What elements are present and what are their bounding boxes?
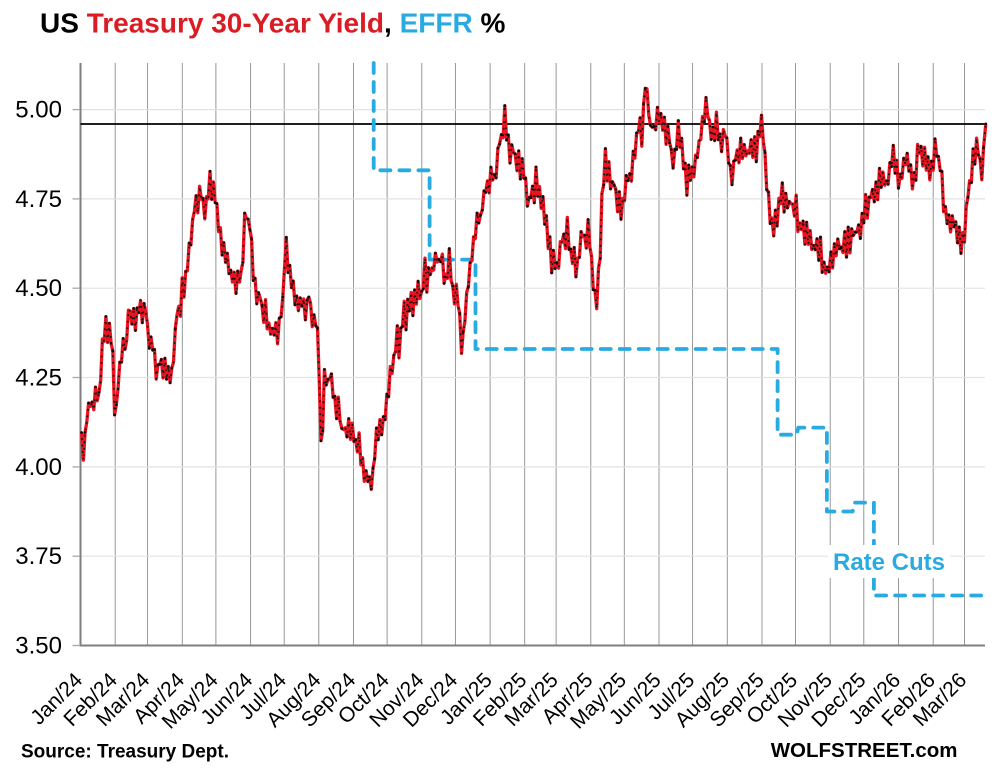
svg-text:Rate Cuts: Rate Cuts bbox=[833, 549, 945, 576]
svg-text:US Treasury 30-Year Yield, EFF: US Treasury 30-Year Yield, EFFR % bbox=[40, 8, 505, 39]
svg-text:4.75: 4.75 bbox=[15, 186, 62, 213]
svg-text:WOLFSTREET.com: WOLFSTREET.com bbox=[771, 739, 958, 762]
svg-text:Source: Treasury Dept.: Source: Treasury Dept. bbox=[21, 742, 229, 763]
svg-text:3.50: 3.50 bbox=[15, 633, 62, 660]
svg-text:4.25: 4.25 bbox=[15, 365, 62, 392]
svg-text:3.75: 3.75 bbox=[15, 543, 62, 570]
svg-text:4.00: 4.00 bbox=[15, 454, 62, 481]
svg-text:4.50: 4.50 bbox=[15, 275, 62, 302]
svg-text:5.00: 5.00 bbox=[15, 97, 62, 124]
